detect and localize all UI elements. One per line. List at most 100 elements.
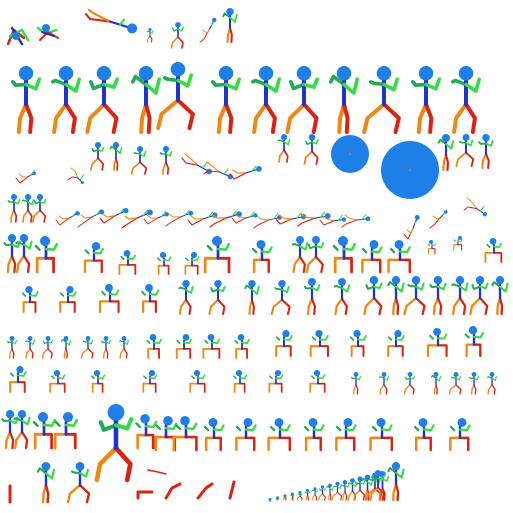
sprite-frame <box>387 276 405 316</box>
sprite-frame <box>285 66 320 134</box>
sprite-frame <box>369 470 385 501</box>
sprite-frame <box>426 328 448 358</box>
sprite-frame <box>135 414 158 450</box>
sprite-frame <box>331 135 369 173</box>
sprite-frame <box>32 194 47 223</box>
sprite-frame <box>9 366 27 394</box>
sprite-frame <box>381 141 439 199</box>
sprite-frame <box>403 276 426 316</box>
sprite-frame <box>353 476 366 501</box>
sprite-frame <box>268 370 284 393</box>
sprite-frame <box>67 167 85 185</box>
sprite-frame <box>118 250 137 275</box>
sprite-frame <box>202 334 221 359</box>
sprite-frame <box>270 280 291 316</box>
sprite-frame <box>387 462 405 502</box>
sprite-frame <box>363 276 383 316</box>
sprite-frame <box>21 286 39 314</box>
sprite-frame <box>429 276 447 316</box>
sprite-frame <box>304 489 311 501</box>
sprite-frame <box>328 66 360 134</box>
sprite-frame <box>156 62 195 130</box>
sprite-frame <box>349 330 367 358</box>
sprite-frame <box>66 462 91 504</box>
sprite-frame <box>36 24 59 41</box>
sprite-frame <box>340 480 350 501</box>
sprite-frame <box>55 210 80 226</box>
sprite-frame <box>109 142 123 171</box>
sprite-frame <box>233 370 248 393</box>
sprite-frame <box>98 284 120 314</box>
sprite-frame <box>235 418 257 452</box>
sprite-frame <box>331 481 343 501</box>
sprite-frame <box>267 418 292 452</box>
sprite-frame <box>49 370 66 393</box>
sprite-frame <box>283 494 287 501</box>
sprite-frame <box>341 213 371 228</box>
sprite-frame <box>94 404 134 483</box>
sprite-frame <box>77 209 105 228</box>
sprite-frame <box>59 286 77 314</box>
sprite-frame <box>121 209 153 229</box>
sprite-frame <box>437 134 455 172</box>
sprite-frame <box>453 236 463 251</box>
sprite-frame <box>326 483 334 501</box>
sprite-frame <box>172 416 198 452</box>
sprite-frame <box>50 66 82 134</box>
sprite-frame <box>303 278 321 316</box>
sprite-frame <box>464 326 485 358</box>
sprite-frame <box>244 280 260 316</box>
sprite-frame <box>275 330 293 358</box>
sprite-frame <box>24 336 36 359</box>
sprite-frame <box>130 146 148 175</box>
sprite-frame <box>41 336 54 359</box>
sprite-frame <box>491 276 509 316</box>
sprite-frame <box>484 238 503 263</box>
sprite-frame <box>291 236 309 274</box>
sprite-frame <box>118 336 130 359</box>
sprite-frame <box>332 236 357 274</box>
sprite-frame <box>268 498 272 502</box>
sprite-frame <box>159 146 173 175</box>
sprite-frame <box>229 165 262 180</box>
sprite-frame <box>449 418 471 452</box>
sprite-frame <box>469 276 489 316</box>
sprite-frame <box>290 492 295 501</box>
sprite-frame <box>387 240 412 274</box>
sprite-frame <box>147 469 167 475</box>
sprite-frame <box>319 214 346 226</box>
sprite-frame <box>468 372 480 395</box>
sprite-frame <box>430 372 442 395</box>
sprite-frame <box>90 142 105 171</box>
sprite-frame <box>403 372 416 395</box>
sprite-frame <box>208 280 226 316</box>
sprite-frame <box>362 66 401 134</box>
sprite-frame <box>175 334 193 359</box>
sprite-frame <box>6 26 30 46</box>
sprite-frame <box>251 240 273 274</box>
sprite-frame <box>83 242 105 274</box>
sprite-frame <box>448 372 462 395</box>
sprite-frame <box>170 22 184 49</box>
sprite-frame <box>60 336 72 359</box>
sprite-frame <box>53 412 79 450</box>
sprite-frame <box>369 418 394 452</box>
sprite-frame <box>210 66 242 134</box>
sprite-frame <box>309 330 329 358</box>
sprite-frame <box>335 418 357 452</box>
sprite-frame <box>13 410 31 450</box>
sprite-frame <box>231 211 258 224</box>
sprite-frame <box>142 370 158 393</box>
sprite-frame <box>311 487 319 501</box>
sprite-frame <box>228 480 236 500</box>
sprite-frame <box>451 276 469 316</box>
sprite-frame <box>85 66 120 134</box>
sprite-frame <box>350 372 362 395</box>
sprite-frame <box>181 153 212 175</box>
sprite-frame <box>80 336 94 359</box>
sprite-frame <box>427 240 437 255</box>
sprite-frame <box>143 210 169 225</box>
sprite-frame <box>347 478 358 501</box>
sprite-frame <box>199 17 217 43</box>
